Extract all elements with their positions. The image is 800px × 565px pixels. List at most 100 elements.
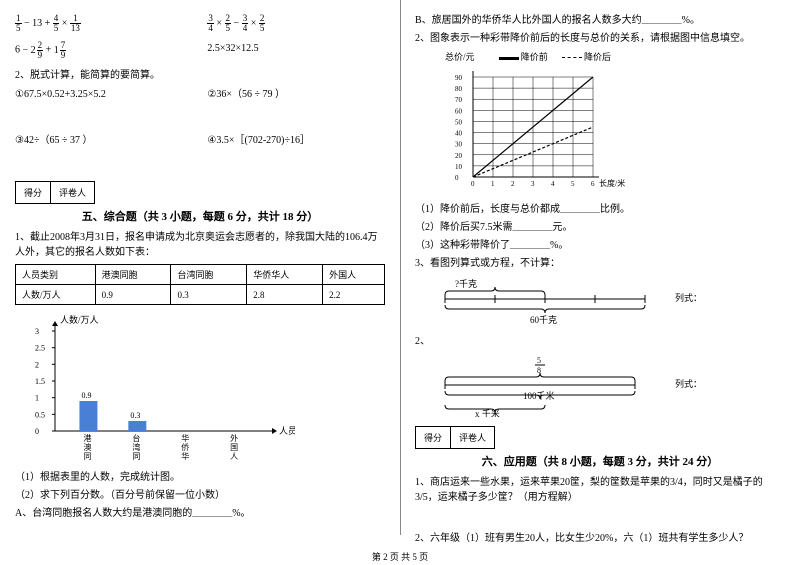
- q5-1-sub2: （2）求下列百分数。（百分号前保留一位小数）: [15, 488, 385, 503]
- svg-text:0: 0: [471, 180, 475, 188]
- q2-item-2: ②36×（56 ÷ 79 ）: [207, 87, 385, 103]
- svg-text:人数/万人: 人数/万人: [60, 314, 99, 325]
- q6-2: 2、六年级（1）班有男生20人，比女生少20%，六（1）班共有学生多少人？: [415, 531, 785, 546]
- th-2: 台湾同胞: [171, 265, 247, 285]
- q5-2-sub1: （1）降价前后，长度与总价都成＿＿＿＿比例。: [415, 202, 785, 217]
- svg-text:华: 华: [181, 451, 189, 461]
- score-label-6: 得分: [415, 426, 451, 449]
- q5-3-part2-label: 2、: [415, 334, 785, 349]
- q2-item-1: ①67.5×0.52+3.25×5.2: [15, 87, 193, 103]
- legend-after: 降价后: [584, 52, 611, 62]
- svg-text:90: 90: [455, 74, 463, 82]
- section-6-title: 六、应用题（共 8 小题，每题 3 分，共计 24 分）: [415, 453, 785, 469]
- bracket-diagram-1: ?千克 60千克 列式：: [435, 277, 785, 330]
- svg-text:国: 国: [230, 443, 238, 452]
- svg-text:胞: 胞: [83, 460, 91, 461]
- th-0: 人员类别: [16, 265, 96, 285]
- svg-text:30: 30: [455, 141, 463, 149]
- td-2: 2.8: [247, 285, 323, 305]
- svg-text:0.5: 0.5: [35, 410, 45, 419]
- bracket-diagram-2: 5 8 100千米 x 千米 列式：: [435, 355, 785, 420]
- q5-1-text: 1、截止2008年3月31日，报名申请成为北京奥运会志愿者的，除我国大陆的106…: [15, 230, 385, 260]
- q6-1: 1、商店运来一些水果，运来苹果20筐，梨的筐数是苹果的3/4，同时又是橘子的3/…: [415, 475, 785, 505]
- score-box-6: 得分 评卷人: [415, 426, 785, 449]
- svg-text:人: 人: [230, 452, 238, 461]
- q5-2-text: 2、图象表示一种彩带降价前后的长度与总价的关系，请根据图中信息填空。: [415, 31, 785, 46]
- eq-2a: 6 − 229 + 179: [15, 41, 193, 60]
- equation-row-2: 6 − 229 + 179 2.5×32×12.5: [15, 41, 385, 60]
- bracket-1-svg: ?千克 60千克 列式：: [435, 277, 735, 327]
- svg-text:湾: 湾: [132, 442, 140, 452]
- score-label: 得分: [15, 181, 51, 204]
- line-chart-svg: 90807060504030201000123456长度/米: [445, 65, 645, 195]
- q5-1-sub1: （1）根据表里的人数，完成统计图。: [15, 470, 385, 485]
- eq-2b: 2.5×32×12.5: [207, 41, 385, 60]
- svg-text:1: 1: [491, 180, 495, 188]
- q2-title: 2、脱式计算，能简算的要简算。: [15, 68, 385, 83]
- td-3: 2.2: [323, 285, 385, 305]
- q5-2-sub2: （2）降价后买7.5米需＿＿＿＿元。: [415, 220, 785, 235]
- line-chart-legend: 总价/元 降价前 降价后: [445, 50, 785, 63]
- td-label: 人数/万人: [16, 285, 96, 305]
- right-column: B、旅居国外的华侨华人比外国人的报名人数多大约＿＿＿＿%。 2、图象表示一种彩带…: [400, 0, 800, 565]
- grader-label-6: 评卷人: [450, 426, 495, 449]
- svg-text:60: 60: [455, 107, 463, 115]
- svg-text:5: 5: [571, 180, 575, 188]
- svg-text:40: 40: [455, 130, 463, 138]
- svg-text:4: 4: [551, 180, 555, 188]
- th-4: 外国人: [323, 265, 385, 285]
- q2-item-3: ③42÷（65 ÷ 37 ）: [15, 133, 193, 149]
- svg-text:100千米: 100千米: [523, 390, 555, 401]
- svg-text:50: 50: [455, 118, 463, 126]
- svg-text:侨: 侨: [181, 442, 189, 452]
- svg-text:0: 0: [455, 174, 459, 182]
- svg-text:同: 同: [132, 452, 140, 461]
- svg-text:台: 台: [132, 433, 140, 443]
- svg-text:澳: 澳: [83, 442, 91, 452]
- line-chart-wrap: 总价/元 降价前 降价后 90807060504030201000123456长…: [445, 50, 785, 198]
- svg-text:5: 5: [537, 356, 541, 365]
- svg-text:3: 3: [35, 327, 39, 336]
- th-1: 港澳同胞: [95, 265, 171, 285]
- svg-text:2.5: 2.5: [35, 344, 45, 353]
- svg-text:x 千米: x 千米: [475, 408, 500, 417]
- svg-text:1: 1: [35, 394, 39, 403]
- q5-1-b: B、旅居国外的华侨华人比外国人的报名人数多大约＿＿＿＿%。: [415, 13, 785, 28]
- score-box-5: 得分 评卷人: [15, 181, 385, 204]
- grader-label: 评卷人: [50, 181, 95, 204]
- svg-text:2: 2: [511, 180, 515, 188]
- page-footer: 第 2 页 共 5 页: [0, 550, 800, 563]
- bracket-2-svg: 5 8 100千米 x 千米 列式：: [435, 355, 735, 417]
- equation-row-1: 15 − 13 + 45 × 113 34 × 25 − 34 × 25: [15, 14, 385, 33]
- legend-before: 降价前: [521, 52, 548, 62]
- svg-text:2: 2: [35, 360, 39, 369]
- svg-text:列式：: 列式：: [675, 292, 702, 303]
- svg-text:同: 同: [83, 452, 91, 461]
- q2-row-1: ①67.5×0.52+3.25×5.2 ②36×（56 ÷ 79 ）: [15, 87, 385, 103]
- svg-text:外: 外: [230, 433, 238, 443]
- svg-text:60千克: 60千克: [530, 315, 557, 325]
- svg-text:港: 港: [83, 433, 91, 443]
- svg-text:列式：: 列式：: [675, 378, 702, 389]
- svg-text:1.5: 1.5: [35, 377, 45, 386]
- svg-text:华: 华: [181, 433, 189, 443]
- table-header-row: 人员类别 港澳同胞 台湾同胞 华侨华人 外国人: [16, 265, 385, 285]
- svg-text:10: 10: [455, 163, 463, 171]
- personnel-table: 人员类别 港澳同胞 台湾同胞 华侨华人 外国人 人数/万人 0.9 0.3 2.…: [15, 264, 385, 305]
- svg-text:20: 20: [455, 152, 463, 160]
- svg-text:胞: 胞: [132, 460, 140, 461]
- bar-chart: 人数/万人32.521.510.50人员类别港澳同胞台湾同胞华侨华人外国人0.9…: [15, 311, 385, 464]
- chart2-ylabel: 总价/元: [445, 50, 475, 63]
- svg-text:长度/米: 长度/米: [599, 178, 625, 188]
- svg-text:3: 3: [531, 180, 535, 188]
- svg-text:0.3: 0.3: [130, 411, 140, 420]
- q5-2-sub3: （3）这种彩带降价了＿＿＿＿%。: [415, 238, 785, 253]
- th-3: 华侨华人: [247, 265, 323, 285]
- left-column: 15 − 13 + 45 × 113 34 × 25 − 34 × 25 6 −…: [0, 0, 400, 565]
- q5-3-text: 3、看图列算式或方程，不计算：: [415, 256, 785, 271]
- svg-text:0.9: 0.9: [81, 391, 91, 400]
- eq-1b: 34 × 25 − 34 × 25: [207, 14, 385, 33]
- q2-item-4: ④3.5×［(702-270)÷16］: [207, 133, 385, 149]
- bar-chart-svg: 人数/万人32.521.510.50人员类别港澳同胞台湾同胞华侨华人外国人0.9…: [15, 311, 295, 461]
- section-5-title: 五、综合题（共 3 小题，每题 6 分，共计 18 分）: [15, 208, 385, 224]
